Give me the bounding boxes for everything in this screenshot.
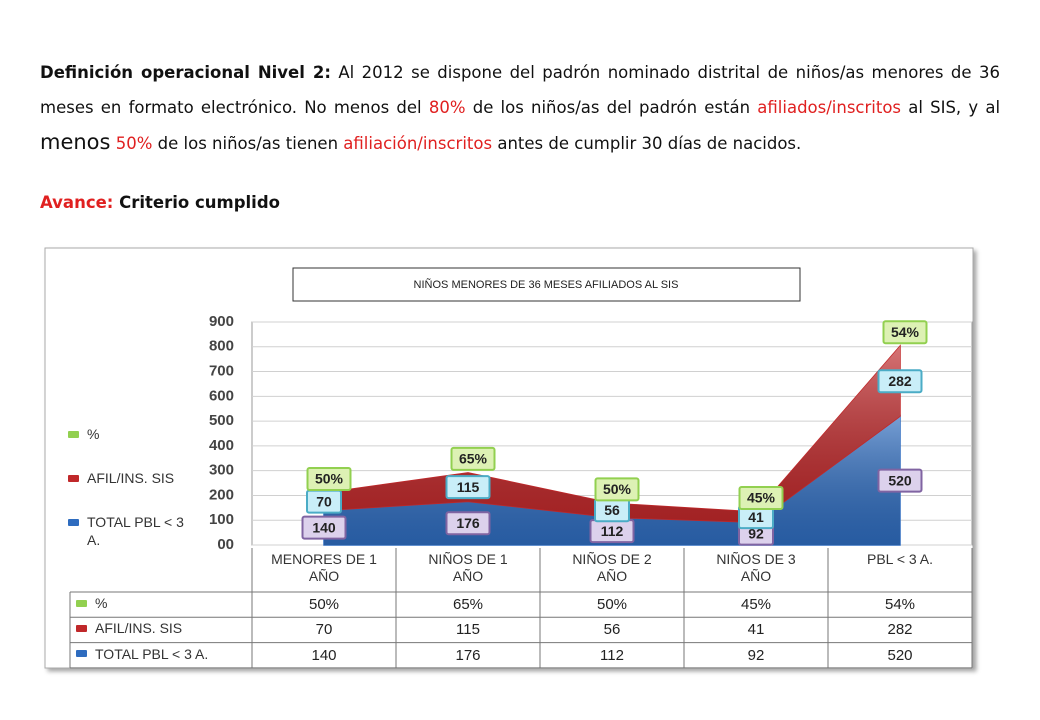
data-label-box: [445, 511, 491, 536]
legend-swatch: [76, 624, 87, 632]
data-label: 520: [888, 472, 912, 488]
table-cell: 65%: [452, 596, 484, 613]
data-label: 45%: [747, 490, 776, 506]
data-label-box: [738, 486, 784, 511]
table-cell: 50%: [308, 596, 340, 613]
legend-label: AFIL/INS. SIS: [87, 470, 175, 486]
data-label: 112: [601, 523, 624, 539]
table-cell: 92: [747, 646, 765, 664]
chart-title: NIÑOS MENORES DE 36 MESES AFILIADOS AL S…: [414, 278, 679, 291]
legend-label: %: [87, 426, 100, 442]
category-text: NIÑOS DE 3 AÑO: [716, 551, 796, 584]
text-run: al SIS, y al: [908, 98, 1001, 117]
table-cell: 70: [315, 621, 333, 639]
table-cell: 41: [747, 621, 765, 639]
data-label-box: [882, 320, 928, 345]
table-cell: 282: [887, 621, 913, 639]
progress-text: Criterio cumplido: [119, 193, 280, 212]
category-label: PBL < 3 A.: [828, 551, 972, 568]
data-label-box: [445, 475, 491, 500]
title-box: [292, 267, 801, 302]
legend-label: TOTAL PBL < 3 A.: [87, 514, 184, 548]
y-tick-label: 100: [209, 511, 234, 528]
table-cell: 112: [600, 646, 624, 664]
legend-swatch: [68, 431, 79, 438]
y-tick-label: 200: [209, 486, 234, 503]
data-label: 70: [316, 493, 332, 509]
text-run: de los niños/as tienen: [157, 134, 339, 153]
progress-label: Avance:: [40, 193, 114, 212]
data-label: 115: [457, 479, 480, 495]
y-tick-label: 800: [209, 338, 234, 355]
table-cell: 140: [311, 646, 337, 664]
legend-item: %: [68, 425, 188, 443]
text-run: Definición operacional Nivel 2:: [40, 63, 331, 82]
table-cell: 54%: [884, 596, 916, 613]
y-tick-label: 500: [209, 412, 234, 429]
text-run: menos: [40, 130, 111, 154]
y-tick-label: 900: [209, 313, 234, 330]
row-label: %: [95, 595, 108, 611]
table-cell: 520: [887, 646, 913, 664]
data-label: 54%: [891, 324, 920, 340]
data-label: 65%: [459, 451, 488, 467]
category-label: MENORES DE 1 AÑO: [252, 551, 396, 585]
category-text: MENORES DE 1 AÑO: [271, 551, 377, 584]
table-row-label: TOTAL PBL < 3 A.: [76, 646, 256, 662]
category-label: NIÑOS DE 1 AÑO: [396, 551, 540, 585]
data-label: 92: [748, 525, 764, 541]
data-label: 140: [312, 519, 336, 535]
data-label-box: [877, 369, 923, 394]
y-tick-label: 600: [209, 387, 234, 404]
data-label: 176: [456, 515, 480, 531]
legend-swatch: [68, 475, 79, 482]
data-label-box: [306, 466, 352, 491]
text-run: 80%: [428, 98, 466, 117]
paragraph: Definición operacional Nivel 2: Al 2012 …: [40, 55, 1000, 161]
y-tick-label: 00: [217, 536, 234, 553]
data-label-box: [301, 515, 347, 540]
table-cell: 45%: [740, 596, 772, 613]
data-label: 41: [748, 509, 764, 525]
category-text: NIÑOS DE 2 AÑO: [572, 551, 652, 584]
data-label: 56: [604, 502, 620, 518]
y-tick-label: 400: [209, 437, 234, 454]
category-label: NIÑOS DE 3 AÑO: [684, 551, 828, 585]
table-cell: 176: [455, 646, 481, 664]
row-label: AFIL/INS. SIS: [95, 620, 183, 637]
legend-item: TOTAL PBL < 3 A.: [68, 513, 188, 549]
category-text: NIÑOS DE 1 AÑO: [428, 551, 508, 584]
data-label: 282: [888, 373, 912, 389]
data-label: 50%: [315, 471, 344, 487]
table-cell: 115: [456, 621, 480, 639]
text-run: afiliados/inscritos: [757, 98, 902, 117]
y-tick-label: 300: [209, 462, 234, 479]
legend-swatch: [76, 650, 87, 658]
table-cell: 50%: [596, 596, 628, 613]
data-label-box: [594, 477, 640, 502]
legend-swatch: [76, 599, 87, 607]
text-run: afiliación/inscritos: [343, 134, 493, 153]
table-cell: 56: [603, 621, 621, 639]
y-tick-label: 700: [209, 363, 234, 380]
text-run: antes de cumplir 30 días de nacidos.: [497, 134, 802, 153]
text-run: 50%: [115, 134, 153, 153]
table-row-label: AFIL/INS. SIS: [76, 620, 256, 636]
row-label: TOTAL PBL < 3 A.: [95, 645, 209, 662]
legend-item: AFIL/INS. SIS: [68, 469, 188, 487]
category-label: NIÑOS DE 2 AÑO: [540, 551, 684, 585]
data-label-box: [877, 468, 923, 493]
data-label-box: [450, 446, 496, 471]
text-run: Al 2012 se dispone del padrón nominado d…: [40, 63, 1000, 117]
legend-swatch: [68, 519, 79, 526]
text-run: de los niños/as del padrón están: [472, 98, 751, 117]
category-text: PBL < 3 A.: [866, 551, 934, 567]
table-row-label: %: [76, 595, 256, 611]
data-label: 50%: [603, 481, 632, 497]
progress: Avance: Criterio cumplido: [40, 193, 280, 212]
